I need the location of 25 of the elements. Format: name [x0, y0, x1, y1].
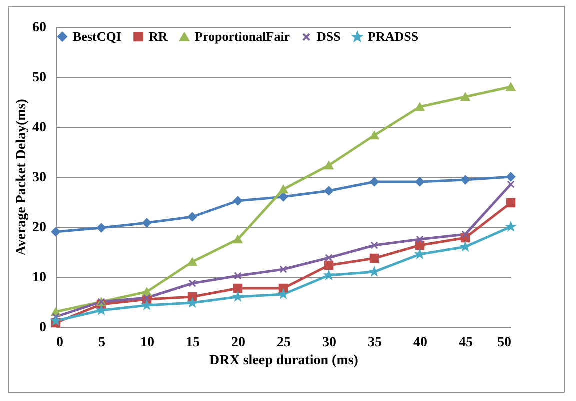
y-tick-label: 60 [32, 20, 46, 36]
x-tick-label: 45 [459, 336, 473, 350]
legend-label: PRADSS [368, 29, 419, 44]
y-tick-label: 0 [40, 320, 46, 336]
y-axis-title: Average Packet Delay(ms) [14, 98, 30, 256]
legend-label: DSS [317, 29, 341, 44]
y-tick-label: 10 [32, 270, 46, 286]
y-tick-label: 30 [32, 170, 46, 186]
y-tick-label: 50 [32, 70, 46, 86]
x-tick-label: 40 [414, 336, 428, 350]
x-axis-title: DRX sleep duration (ms) [210, 354, 359, 368]
y-tick-label: 40 [32, 120, 46, 136]
x-tick-label: 15 [186, 336, 200, 350]
x-tick-label: 35 [368, 336, 382, 350]
x-tick-label: 10 [140, 336, 154, 350]
legend-label: ProportionalFair [195, 29, 290, 44]
legend-label: BestCQI [73, 28, 122, 44]
x-tick-label: 20 [232, 336, 246, 350]
x-tick-label: 50 [498, 336, 512, 350]
x-tick-label: 30 [322, 336, 336, 350]
x-tick-label: 25 [277, 336, 291, 350]
x-tick-label: 0 [56, 336, 64, 350]
x-tick-label: 5 [98, 336, 106, 350]
y-tick-label: 20 [32, 220, 46, 236]
legend-label: RR [149, 28, 168, 44]
